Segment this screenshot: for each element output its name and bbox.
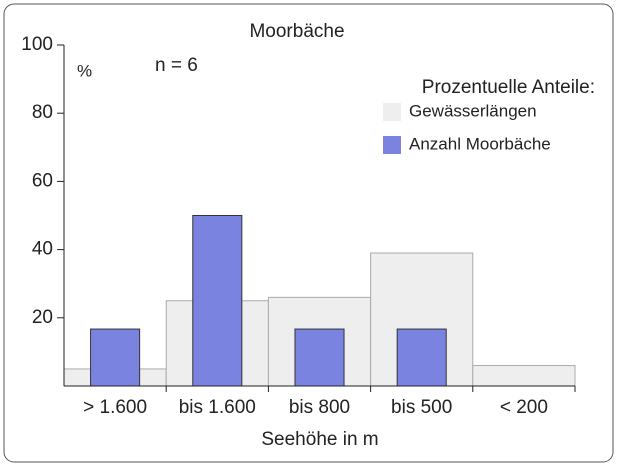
x-tick-label: bis 1.600: [179, 397, 256, 418]
y-axis-label: %: [77, 61, 92, 80]
frame: [3, 3, 614, 463]
x-tick-label: < 200: [500, 397, 548, 418]
bar: [472, 365, 576, 387]
y-tick-label: 40: [32, 239, 53, 260]
x-tick-label: bis 500: [391, 397, 452, 418]
chart-title: Moorbäche: [249, 21, 344, 42]
y-tick-label: 100: [21, 34, 53, 55]
bar: [192, 215, 243, 387]
legend-swatch: [383, 103, 401, 121]
bar: [90, 328, 141, 387]
legend-label: Anzahl Moorbäche: [409, 134, 551, 153]
y-tick-label: 80: [32, 102, 53, 123]
legend-title: Prozentuelle Anteile:: [422, 77, 595, 98]
bar: [294, 328, 345, 387]
bar: [396, 328, 447, 387]
y-tick-label: 20: [32, 307, 53, 328]
legend-label: Gewässerlängen: [409, 101, 537, 120]
x-tick-label: > 1.600: [83, 397, 147, 418]
y-tick-label: 60: [32, 170, 53, 191]
legend-swatch: [383, 136, 401, 154]
x-tick-label: bis 800: [289, 397, 350, 418]
subtitle: n = 6: [155, 55, 198, 76]
x-axis-label: Seehöhe in m: [261, 429, 378, 450]
